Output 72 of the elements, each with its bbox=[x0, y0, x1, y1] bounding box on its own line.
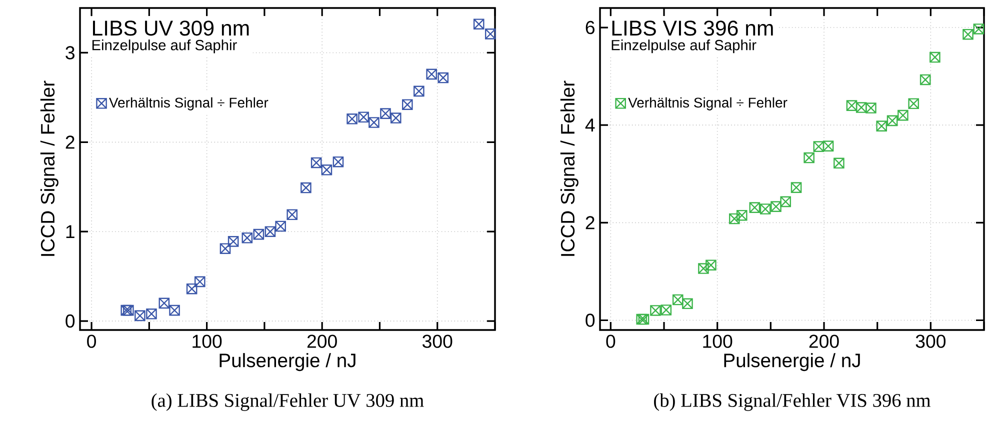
x-axis-title: Pulsenergie / nJ bbox=[220, 353, 356, 372]
text: (a) LIBS Signal/Fehler UV 309 nm bbox=[152, 393, 424, 411]
point bbox=[300, 182, 312, 194]
point bbox=[253, 228, 264, 240]
y-tick-label: 6 bbox=[586, 20, 594, 34]
y-tick-label: 1 bbox=[66, 225, 74, 238]
y-tick-label: 0 bbox=[66, 314, 75, 328]
point bbox=[321, 164, 332, 176]
point bbox=[920, 74, 931, 86]
point bbox=[426, 68, 438, 80]
point bbox=[242, 232, 253, 244]
legend-label: Verhältnis Signal ÷ Fehler bbox=[109, 97, 268, 110]
x-tick-label: 200 bbox=[307, 334, 337, 348]
point bbox=[473, 18, 484, 30]
point bbox=[729, 213, 740, 224]
x-tick-label: 0 bbox=[87, 334, 96, 348]
text: (b) LIBS Signal/Fehler VIS 396 nm bbox=[654, 393, 931, 411]
point bbox=[186, 283, 198, 294]
point bbox=[962, 28, 974, 40]
y-tick-label: 0 bbox=[586, 314, 595, 327]
point bbox=[390, 112, 402, 124]
point bbox=[682, 298, 693, 310]
point bbox=[194, 276, 206, 288]
point bbox=[438, 72, 449, 84]
point bbox=[706, 260, 716, 271]
y-tick-label: 3 bbox=[66, 46, 74, 60]
y-axis-title: ICCD Signal / Fehler bbox=[560, 80, 578, 256]
x-tick-label: 300 bbox=[422, 334, 452, 348]
point bbox=[310, 157, 322, 168]
point bbox=[698, 263, 709, 274]
point bbox=[834, 158, 844, 169]
point bbox=[414, 86, 424, 97]
point bbox=[876, 120, 888, 132]
point bbox=[736, 210, 748, 221]
point bbox=[158, 298, 170, 309]
point bbox=[973, 24, 984, 34]
x-tick-label: 200 bbox=[809, 334, 839, 348]
point bbox=[672, 294, 684, 306]
point bbox=[220, 243, 231, 254]
x-tick-label: 0 bbox=[606, 334, 616, 348]
point bbox=[930, 52, 940, 63]
point bbox=[228, 236, 239, 247]
point bbox=[264, 226, 276, 238]
x-tick-label: 100 bbox=[192, 334, 222, 348]
legend-label: Verhältnis Signal ÷ Fehler bbox=[628, 97, 788, 110]
y-axis-title: ICCD Signal / Fehler bbox=[40, 80, 58, 256]
y-tick-label: 4 bbox=[585, 118, 595, 132]
point bbox=[790, 182, 802, 193]
y-tick-label: 2 bbox=[66, 136, 74, 149]
point bbox=[275, 220, 286, 232]
x-tick-label: 100 bbox=[703, 334, 732, 348]
point bbox=[380, 108, 391, 119]
y-tick-label: 2 bbox=[586, 216, 594, 230]
point bbox=[804, 152, 814, 164]
x-axis-title: Pulsenergie / nJ bbox=[724, 353, 860, 372]
point bbox=[484, 28, 496, 40]
point bbox=[908, 98, 920, 110]
chart-title: LIBS VIS 396 nm bbox=[612, 20, 773, 36]
point bbox=[368, 117, 380, 128]
point bbox=[402, 99, 413, 110]
point bbox=[886, 115, 898, 126]
point bbox=[169, 304, 180, 316]
point bbox=[286, 209, 298, 220]
point bbox=[120, 304, 132, 316]
point bbox=[898, 110, 908, 121]
point bbox=[780, 196, 792, 208]
x-tick-label: 300 bbox=[916, 334, 946, 348]
point bbox=[332, 156, 344, 168]
text: Einzelpulse auf Saphir bbox=[92, 40, 237, 54]
text: Einzelpulse auf Saphir bbox=[612, 40, 756, 54]
chart-title: LIBS UV 309 nm bbox=[92, 20, 249, 36]
point bbox=[123, 304, 134, 316]
